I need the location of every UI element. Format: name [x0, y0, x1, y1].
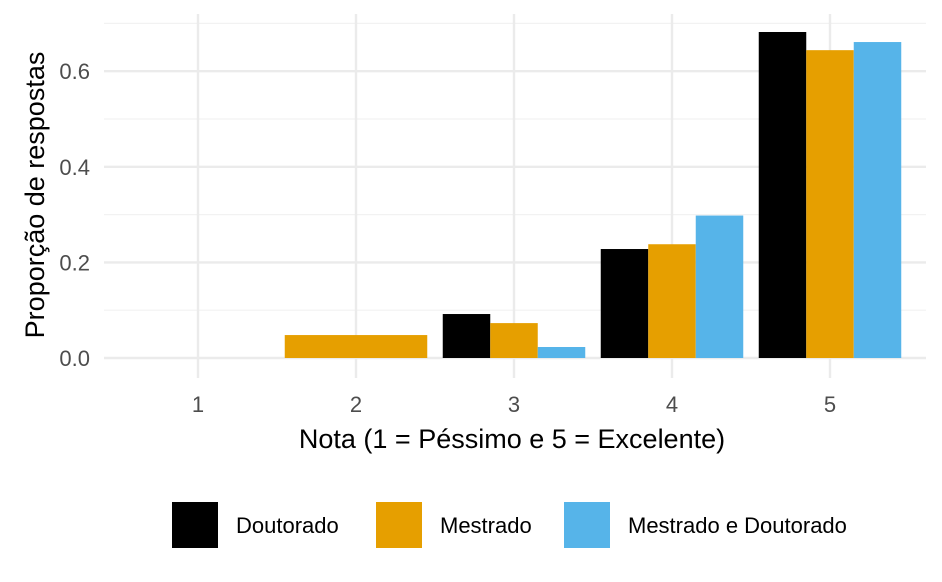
y-tick-label: 0.2: [59, 250, 90, 275]
x-tick-label: 3: [508, 392, 520, 417]
y-axis-title: Proporção de respostas: [20, 52, 50, 339]
x-tick-label: 2: [350, 392, 362, 417]
legend-item: Mestrado: [376, 502, 532, 548]
x-axis-ticks: 1 2 3 4 5: [192, 392, 836, 417]
bar-mestrado-cat-5: [806, 50, 854, 358]
legend-item: Doutorado: [172, 502, 339, 548]
bars: [284, 32, 902, 359]
legend-item: Mestrado e Doutorado: [564, 502, 847, 548]
bar-cat-2: [284, 335, 428, 358]
bar-doutorado-cat-3: [442, 314, 491, 358]
bar-mestrado-e-doutorado-cat-3: [537, 347, 586, 358]
legend: Doutorado Mestrado Mestrado e Doutorado: [172, 502, 847, 548]
bar-doutorado-cat-4: [600, 249, 649, 358]
bar-mestrado-e-doutorado-cat-4: [695, 215, 744, 358]
bar-mestrado-cat-3: [490, 323, 538, 358]
y-tick-label: 0.4: [59, 155, 90, 180]
y-axis-ticks: 0.0 0.2 0.4 0.6: [59, 59, 90, 371]
legend-label: Mestrado e Doutorado: [628, 513, 847, 538]
legend-label: Mestrado: [440, 513, 532, 538]
x-tick-label: 5: [824, 392, 836, 417]
y-tick-label: 0.6: [59, 59, 90, 84]
bar-mestrado-cat-4: [648, 244, 696, 358]
legend-swatch: [376, 502, 422, 548]
x-tick-label: 1: [192, 392, 204, 417]
legend-label: Doutorado: [236, 513, 339, 538]
bar-doutorado-cat-5: [758, 32, 807, 359]
bar-mestrado-e-doutorado-cat-5: [853, 42, 902, 359]
legend-swatch: [564, 502, 610, 548]
x-tick-label: 4: [666, 392, 678, 417]
legend-swatch: [172, 502, 218, 548]
y-tick-label: 0.0: [59, 346, 90, 371]
x-axis-title: Nota (1 = Péssimo e 5 = Excelente): [299, 424, 725, 454]
